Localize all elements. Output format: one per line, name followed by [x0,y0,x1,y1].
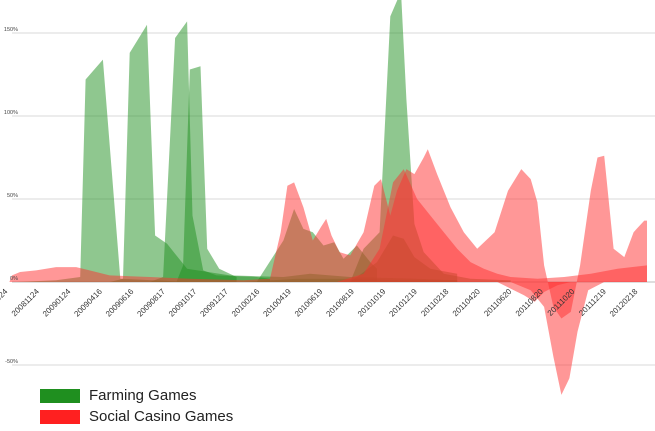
legend-swatch-casino [40,409,80,424]
x-tick-label: 20091017 [167,287,199,319]
y-tick-label: -50% [5,359,18,365]
legend: Farming Games Social Casino Games [40,385,233,427]
legend-item-farming: Farming Games [40,385,233,406]
series-social-casino-games [9,149,647,395]
legend-item-casino: Social Casino Games [40,406,233,427]
legend-label-casino: Social Casino Games [89,408,234,425]
x-tick-label: 20100419 [261,287,293,319]
x-tick-label: 20080924 [0,287,10,319]
x-tick-label: 20101019 [356,287,388,319]
farming-area-3 [149,21,270,283]
casino-area-2 [510,282,605,395]
y-tick-label: 150% [4,27,18,33]
casino-area-4 [497,282,571,302]
x-tick-label: 20101219 [387,287,419,319]
casino-area-3 [336,169,647,282]
farming-area-1 [16,59,458,282]
farming-area-4 [176,66,237,282]
y-tick-label: 100% [4,110,18,116]
x-tick-label: 20091217 [198,287,230,319]
x-tick-label: 20100216 [230,287,262,319]
x-tick-label: 20100819 [324,287,356,319]
x-tick-label: 20090616 [104,287,136,319]
x-tick-label: 20090124 [41,287,73,319]
x-tick-label: 20090817 [135,287,167,319]
legend-label-farming: Farming Games [89,387,197,404]
x-tick-label: 20110620 [482,287,514,319]
x-tick-label: 20090416 [72,287,104,319]
x-tick-label: 20120218 [608,287,640,319]
y-tick-label: 50% [7,193,18,199]
y-tick-labels: 150% 100% 50% 0% -50% [4,27,18,365]
x-tick-label: 20110218 [419,287,451,319]
legend-swatch-farming [40,388,80,403]
x-tick-label: 20081124 [10,287,42,319]
x-tick-label: 20100619 [293,287,325,319]
x-tick-label: 20110420 [451,287,483,319]
farming-area-2 [109,24,458,282]
y-tick-label: 0% [10,276,18,282]
